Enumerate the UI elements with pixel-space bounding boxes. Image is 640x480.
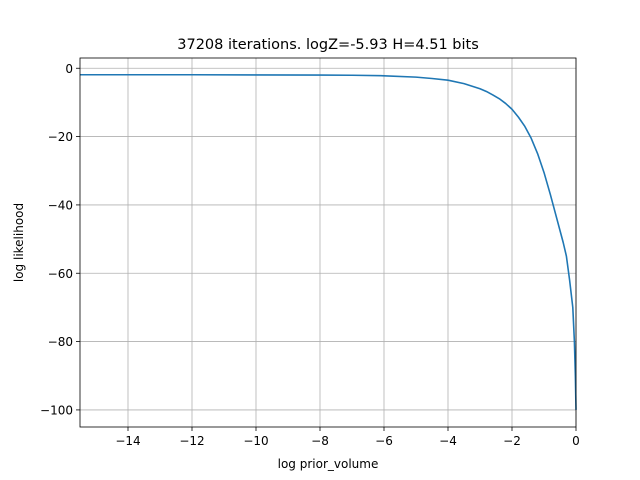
x-tick-label: −10 — [243, 434, 268, 448]
y-tick-label: −60 — [48, 267, 73, 281]
y-tick-label: 0 — [65, 62, 73, 76]
y-tick-label: −100 — [40, 403, 73, 417]
plot-frame — [79, 57, 577, 428]
x-tick-label: −4 — [439, 434, 457, 448]
y-tick-label: −20 — [48, 130, 73, 144]
x-tick-label: 0 — [572, 434, 580, 448]
x-tick-label: −2 — [503, 434, 521, 448]
y-tick-label: −40 — [48, 198, 73, 212]
chart-title: 37208 iterations. logZ=-5.93 H=4.51 bits — [177, 37, 479, 53]
y-axis: 0 −20 −40 −60 −80 −100 — [40, 62, 80, 417]
x-tick-label: −12 — [179, 434, 204, 448]
y-tick-label: −80 — [48, 335, 73, 349]
x-tick-label: −6 — [375, 434, 393, 448]
x-tick-label: −14 — [115, 434, 140, 448]
x-tick-label: −8 — [311, 434, 329, 448]
series-line — [80, 73, 577, 410]
x-axis: −14 −12 −10 −8 −6 −4 −2 0 — [115, 427, 580, 448]
y-axis-label: log likelihood — [12, 203, 26, 282]
grid — [80, 58, 577, 427]
x-axis-label: log prior_volume — [278, 457, 379, 471]
